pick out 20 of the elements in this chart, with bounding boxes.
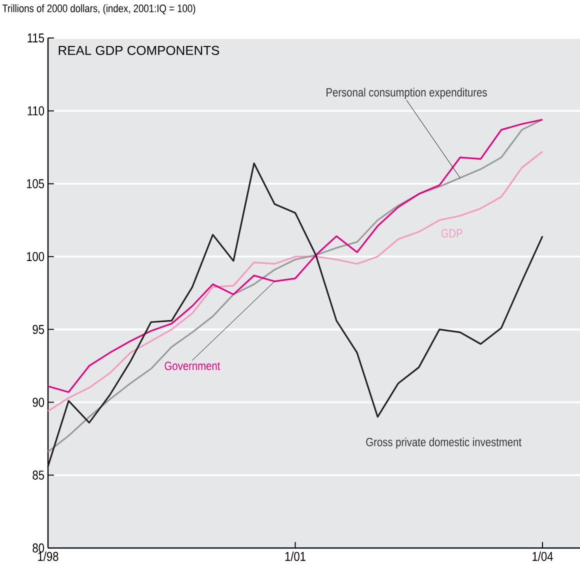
series-label: Gross private domestic investment <box>366 438 522 449</box>
x-tick-label: 1/01 <box>285 552 306 562</box>
line-series <box>47 118 544 393</box>
y-tick-label: 115 <box>28 33 44 43</box>
y-tick-label: 85 <box>32 470 44 480</box>
x-tick-label: 1/98 <box>38 552 58 562</box>
y-tick-label: 100 <box>26 252 44 262</box>
line-series <box>47 162 544 468</box>
y-tick-label: 105 <box>26 179 44 188</box>
text: Government <box>164 362 220 370</box>
chart-title: REAL GDP COMPONENTS <box>58 46 220 56</box>
text: Personal consumption expenditures <box>326 88 487 99</box>
y-tick-label: 90 <box>32 398 44 407</box>
y-tick-label: 95 <box>32 324 44 334</box>
series-label: GDP <box>441 229 462 238</box>
y-tick-label: 80 <box>32 543 44 553</box>
x-tick-label: 1/04 <box>532 552 553 562</box>
y-axis-title: Trillions of 2000 dollars, (index, 2001:IQ = 100) <box>2 4 196 14</box>
y-tick-label: 110 <box>28 106 44 116</box>
line-series <box>47 150 544 412</box>
